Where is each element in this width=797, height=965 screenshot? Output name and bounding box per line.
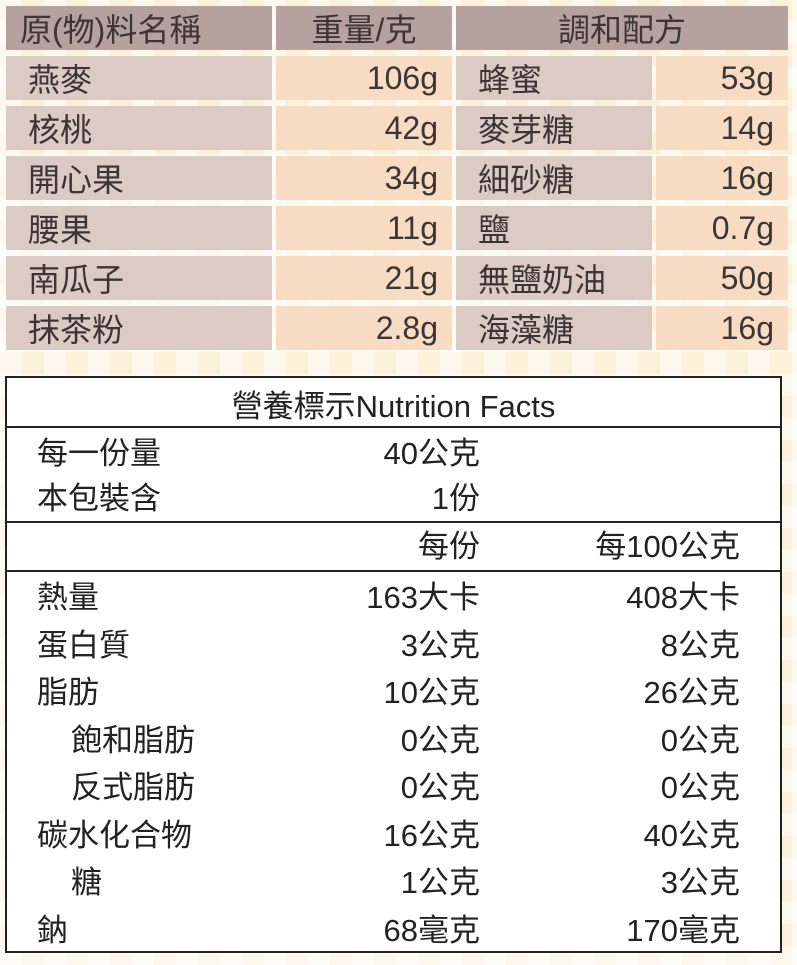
divider	[7, 570, 780, 572]
nutrient-per-100g: 0公克	[660, 770, 740, 805]
nutrient-per-serving: 3公克	[400, 627, 480, 663]
ingredient-name: 核桃	[6, 106, 272, 150]
nutrient-per-serving: 1公克	[400, 865, 480, 900]
nutrient-per-serving: 16公克	[383, 817, 480, 853]
header-ingredient: 原(物)料名稱	[6, 6, 272, 50]
ingredient-amount: 106g	[276, 56, 452, 100]
serving-size-row: 每一份量 40公克	[7, 430, 780, 477]
nutrient-per-serving: 10公克	[383, 675, 480, 710]
servings-value: 1份	[431, 481, 480, 516]
nutrient-per-100g: 408大卡	[626, 580, 740, 615]
divider	[7, 426, 780, 428]
ingredient-name: 開心果	[6, 156, 272, 200]
nutrient-row: 飽和脂肪 0公克 0公克	[7, 717, 780, 764]
nutrition-title: 營養標示Nutrition Facts	[231, 388, 556, 424]
serving-size-value: 40公克	[383, 436, 480, 471]
nutrient-per-100g: 26公克	[643, 675, 740, 710]
ingredient-name: 抹茶粉	[6, 306, 272, 350]
per-serving-header: 每份	[418, 529, 480, 564]
ingredient-amount: 11g	[276, 206, 452, 250]
ingredient-amount: 2.8g	[276, 306, 452, 350]
header-blend: 調和配方	[456, 6, 788, 50]
nutrient-label: 糖	[71, 865, 102, 900]
nutrient-label: 碳水化合物	[37, 817, 192, 853]
blend-amount: 14g	[656, 106, 788, 150]
nutrient-label: 反式脂肪	[71, 770, 195, 805]
nutrient-per-100g: 40公克	[643, 817, 740, 853]
ingredient-name: 南瓜子	[6, 256, 272, 300]
blend-amount: 16g	[656, 156, 788, 200]
header-weight: 重量/克	[276, 6, 452, 50]
ingredient-amount: 42g	[276, 106, 452, 150]
blend-name: 細砂糖	[456, 156, 652, 200]
servings-row: 本包裝含 1份	[7, 475, 780, 522]
nutrient-per-100g: 0公克	[660, 722, 740, 758]
nutrient-row: 鈉 68毫克 170毫克	[7, 907, 780, 954]
nutrition-facts-panel: 營養標示Nutrition Facts 每一份量 40公克 本包裝含 1份 每份…	[5, 376, 782, 953]
nutrient-label: 脂肪	[37, 675, 99, 710]
blend-amount: 50g	[656, 256, 788, 300]
nutrient-label: 蛋白質	[37, 627, 130, 663]
nutrient-per-100g: 8公克	[660, 627, 740, 663]
blend-name: 無鹽奶油	[456, 256, 652, 300]
blend-name: 海藻糖	[456, 306, 652, 350]
nutrient-row: 熱量 163大卡 408大卡	[7, 574, 780, 621]
ingredient-amount: 21g	[276, 256, 452, 300]
nutrient-row: 反式脂肪 0公克 0公克	[7, 764, 780, 811]
nutrient-label: 鈉	[37, 912, 68, 948]
blend-amount: 16g	[656, 306, 788, 350]
blend-amount: 0.7g	[656, 206, 788, 250]
blend-name: 麥芽糖	[456, 106, 652, 150]
ingredient-amount: 34g	[276, 156, 452, 200]
nutrient-per-serving: 0公克	[400, 722, 480, 758]
nutrient-label: 熱量	[37, 580, 99, 615]
nutrient-row: 糖 1公克 3公克	[7, 859, 780, 906]
ingredient-name: 腰果	[6, 206, 272, 250]
column-header-row: 每份 每100公克	[7, 523, 780, 570]
recipe-table: 原(物)料名稱 重量/克 調和配方 燕麥 106g 蜂蜜 53g 核桃 42g …	[6, 6, 788, 350]
nutrient-row: 脂肪 10公克 26公克	[7, 669, 780, 716]
per-100g-header: 每100公克	[595, 529, 740, 564]
servings-label: 本包裝含	[37, 481, 161, 516]
serving-size-label: 每一份量	[37, 436, 161, 471]
blend-amount: 53g	[656, 56, 788, 100]
nutrient-per-serving: 0公克	[400, 770, 480, 805]
nutrient-per-serving: 68毫克	[383, 912, 480, 948]
nutrient-label: 飽和脂肪	[71, 722, 195, 758]
ingredient-name: 燕麥	[6, 56, 272, 100]
blend-name: 蜂蜜	[456, 56, 652, 100]
nutrient-per-100g: 170毫克	[626, 912, 740, 948]
blend-name: 鹽	[456, 206, 652, 250]
divider	[7, 521, 780, 523]
nutrient-row: 蛋白質 3公克 8公克	[7, 622, 780, 669]
nutrient-row: 碳水化合物 16公克 40公克	[7, 812, 780, 859]
nutrient-per-serving: 163大卡	[366, 580, 480, 615]
nutrient-per-100g: 3公克	[660, 865, 740, 900]
